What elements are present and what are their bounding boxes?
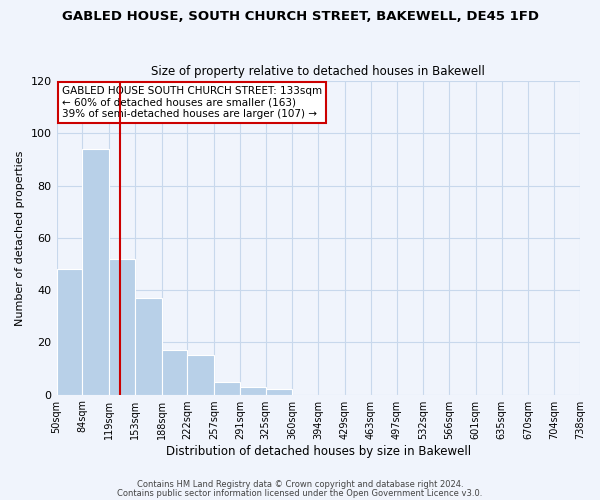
Title: Size of property relative to detached houses in Bakewell: Size of property relative to detached ho… (151, 66, 485, 78)
Bar (82, 149, 109, 394)
Bar (161, 350, 187, 395)
Y-axis label: Number of detached properties: Number of detached properties (15, 150, 25, 326)
Bar (135, 298, 161, 394)
Text: Contains HM Land Registry data © Crown copyright and database right 2024.: Contains HM Land Registry data © Crown c… (137, 480, 463, 489)
Bar (266, 390, 292, 394)
Text: Contains public sector information licensed under the Open Government Licence v3: Contains public sector information licen… (118, 488, 482, 498)
X-axis label: Distribution of detached houses by size in Bakewell: Distribution of detached houses by size … (166, 444, 471, 458)
Bar (56, 269, 82, 394)
Bar (240, 386, 266, 394)
Bar (109, 258, 135, 394)
Bar (214, 382, 240, 394)
Bar (187, 356, 214, 395)
Text: GABLED HOUSE SOUTH CHURCH STREET: 133sqm
← 60% of detached houses are smaller (1: GABLED HOUSE SOUTH CHURCH STREET: 133sqm… (62, 86, 322, 119)
Text: GABLED HOUSE, SOUTH CHURCH STREET, BAKEWELL, DE45 1FD: GABLED HOUSE, SOUTH CHURCH STREET, BAKEW… (62, 10, 539, 23)
